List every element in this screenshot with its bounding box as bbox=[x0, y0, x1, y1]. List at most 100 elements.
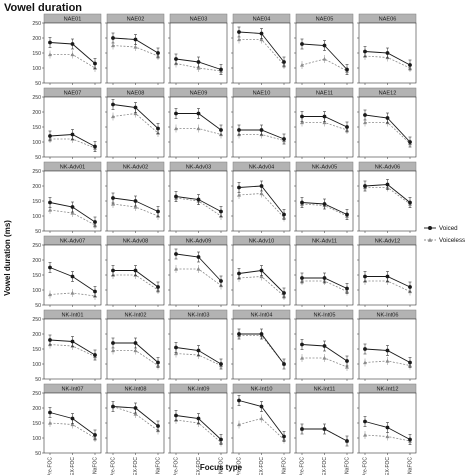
legend-marker-circle bbox=[428, 226, 432, 230]
panel-strip-label: NK-Int05 bbox=[313, 313, 335, 319]
point-voiceless bbox=[174, 267, 178, 271]
panel-strip-label: NAE01 bbox=[64, 17, 82, 23]
x-tick-label: Pre-FOC bbox=[48, 457, 54, 475]
y-tick-label: 100 bbox=[32, 214, 41, 220]
panel-strip-label: NK-Int11 bbox=[314, 387, 336, 393]
point-voiced bbox=[282, 291, 286, 295]
panel-nae01: NAE01 50 100 150 200 250 bbox=[32, 13, 102, 87]
point-voiced bbox=[70, 274, 75, 279]
point-voiceless bbox=[322, 356, 327, 360]
point-voiced bbox=[219, 209, 223, 214]
point-voiced bbox=[408, 285, 412, 289]
y-tick-label: 50 bbox=[35, 303, 41, 309]
point-voiced bbox=[408, 63, 412, 67]
legend-entry-voiced: Voiced bbox=[424, 225, 458, 232]
point-voiceless bbox=[174, 126, 178, 131]
panel-strip-label: NK-Adv11 bbox=[312, 239, 337, 245]
point-voiced bbox=[219, 67, 223, 72]
point-voiceless bbox=[174, 351, 178, 356]
panel-strip-label: NAE02 bbox=[127, 17, 145, 23]
y-tick-label: 200 bbox=[32, 332, 41, 338]
point-voiced bbox=[174, 413, 178, 418]
point-voiced bbox=[219, 279, 223, 283]
point-voiceless bbox=[48, 208, 52, 212]
panel-strip-label: NK-Int01 bbox=[61, 313, 83, 319]
point-voiced bbox=[363, 347, 367, 351]
point-voiced bbox=[322, 202, 327, 206]
point-voiced bbox=[70, 42, 75, 46]
point-voiced bbox=[385, 182, 390, 187]
point-voiced bbox=[196, 348, 201, 353]
point-voiced bbox=[196, 255, 201, 259]
point-voiceless bbox=[259, 37, 264, 42]
y-tick-label: 150 bbox=[32, 199, 41, 205]
y-tick-label: 100 bbox=[32, 140, 41, 146]
panel-nae02: NAE02 bbox=[105, 13, 165, 85]
legend-entry-voiceless: Voiceless bbox=[424, 237, 465, 244]
point-voiced bbox=[133, 268, 138, 273]
y-tick-label: 200 bbox=[32, 184, 41, 190]
point-voiceless bbox=[48, 52, 52, 57]
panel-nk-int04: NK-Int04 bbox=[231, 309, 291, 381]
point-voiced bbox=[282, 60, 286, 64]
point-voiceless bbox=[345, 365, 349, 369]
panel-nk-int03: NK-Int03 bbox=[168, 309, 228, 381]
point-voiced bbox=[282, 212, 286, 217]
panel-strip-label: NAE03 bbox=[190, 17, 208, 23]
point-voiced bbox=[174, 57, 178, 61]
point-voiced bbox=[322, 427, 327, 431]
point-voiceless bbox=[300, 63, 304, 67]
y-tick-label: 50 bbox=[35, 229, 41, 235]
point-voiced bbox=[345, 286, 349, 291]
point-voiced bbox=[282, 137, 286, 141]
panel-plot-area bbox=[106, 22, 165, 84]
point-voiced bbox=[174, 111, 178, 116]
series-line-voiceless bbox=[238, 418, 285, 440]
panel-nae10: NAE10 bbox=[231, 87, 291, 159]
point-voiceless bbox=[70, 422, 75, 427]
panel-nk-int09: NK-Int09 Pre-FOC LEX-FOC NaFOC bbox=[168, 383, 228, 475]
point-voiced bbox=[237, 128, 241, 132]
point-voiced bbox=[300, 114, 304, 119]
point-voiced bbox=[363, 113, 367, 117]
point-voiced bbox=[363, 274, 367, 279]
point-voiceless bbox=[133, 111, 138, 116]
panel-nk-adv05: NK-Adv05 bbox=[294, 161, 354, 233]
panel-nk-adv01: NK-Adv01 50 100 150 200 250 bbox=[32, 161, 102, 235]
x-tick-label: LEX-FOC bbox=[133, 457, 139, 475]
point-voiced bbox=[300, 200, 304, 205]
x-tick-label: NaFOC bbox=[345, 457, 351, 474]
panel-strip-label: NK-Int12 bbox=[376, 387, 398, 393]
panel-nk-adv04: NK-Adv04 bbox=[231, 161, 291, 233]
point-voiceless bbox=[322, 57, 327, 61]
point-voiced bbox=[48, 338, 52, 342]
panel-nk-int02: NK-Int02 bbox=[105, 309, 165, 381]
point-voiced bbox=[93, 353, 97, 357]
x-tick-label: Pre-FOC bbox=[174, 457, 180, 475]
point-voiced bbox=[174, 345, 178, 350]
point-voiceless bbox=[111, 43, 115, 48]
point-voiced bbox=[237, 185, 241, 190]
panel-nae07: NAE07 50 100 150 200 250 bbox=[32, 87, 102, 161]
panel-strip-label: NAE07 bbox=[64, 91, 82, 97]
point-voiced bbox=[385, 116, 390, 120]
panel-plot-area bbox=[358, 96, 417, 158]
panel-nae05: NAE05 bbox=[294, 13, 354, 85]
panel-nk-int08: NK-Int08 Pre-FOC LEX-FOC NaFOC bbox=[105, 383, 165, 475]
y-tick-label: 150 bbox=[32, 347, 41, 353]
point-voiced bbox=[70, 416, 75, 421]
point-voiceless bbox=[259, 274, 264, 279]
y-tick-label: 100 bbox=[32, 362, 41, 368]
point-voiced bbox=[300, 276, 304, 280]
point-voiced bbox=[408, 437, 412, 442]
point-voiced bbox=[237, 30, 241, 34]
point-voiced bbox=[111, 36, 115, 40]
panel-plot-area bbox=[232, 170, 291, 232]
panel-strip-label: NK-Int09 bbox=[187, 387, 209, 393]
point-voiced bbox=[219, 128, 223, 132]
point-voiceless bbox=[363, 360, 367, 365]
panel-nk-int11: NK-Int11 Pre-FOC LEX-FOC NaFOC bbox=[294, 383, 354, 475]
panel-nk-int06: NK-Int06 bbox=[357, 309, 417, 381]
panel-nae04: NAE04 bbox=[231, 13, 291, 85]
